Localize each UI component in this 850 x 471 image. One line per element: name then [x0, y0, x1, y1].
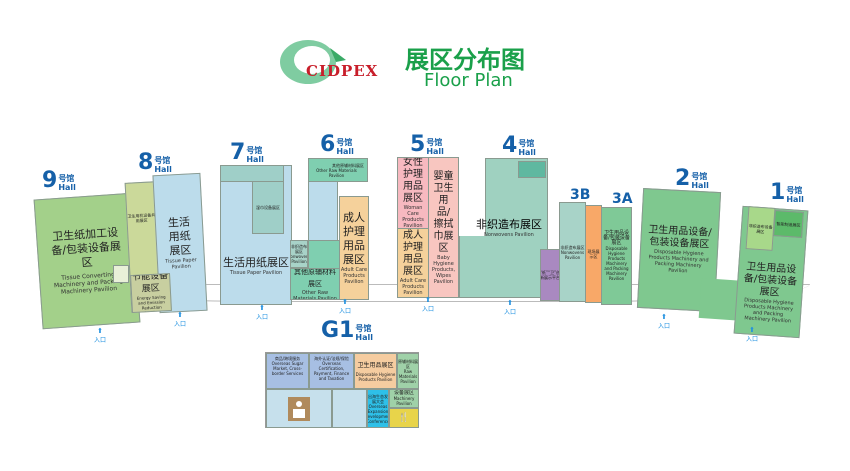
g1-raw-materials-zone[interactable]: 原辅材料展区 Raw Materials Pavilion: [397, 353, 419, 389]
logo-text: CIDPEX: [306, 62, 379, 80]
hall-2-label: 2 号馆 Hall: [675, 166, 709, 191]
arrow-up-icon: ⬆: [661, 313, 667, 321]
hall-7-top-strip: [220, 165, 284, 182]
hall-4-small-zone: [518, 161, 546, 178]
hall-8-label: 8 号馆 Hall: [138, 150, 172, 175]
hall-4-label-group: 非织造布展区 Nonwovens Pavilion: [470, 218, 548, 238]
entrance-marker: ⬆ 入口: [503, 299, 516, 317]
hall-6-teal-zone: [308, 240, 340, 269]
hall-5-baby-zone[interactable]: 婴童卫生用品/擦拭巾展区 Baby Hygiene Products, Wipes…: [428, 157, 459, 298]
hall-3a-label: 3A: [612, 191, 633, 207]
hall-3b-zone[interactable]: 非织造布展区 Nonwovens Pavilion: [559, 202, 586, 302]
hall-g1: 商品/跨境服务 Overseas Sugar Market, Cross-bord…: [265, 352, 419, 428]
hall-6-label: 6 号馆 Hall: [320, 132, 354, 157]
g1-stage-zone: [266, 389, 332, 428]
entrance-marker: ⬆ 入口: [745, 326, 758, 344]
hall-1-label: 1 号馆 Hall: [770, 180, 804, 205]
entrance-marker: ⬆ 入口: [657, 313, 670, 331]
dining-icon: 🍴: [398, 413, 410, 423]
page-title-en: Floor Plan: [424, 70, 513, 91]
g1-machinery-zone[interactable]: 设备展区 Machinery Pavilion: [389, 389, 419, 408]
entrance-marker: ⬆ 入口: [255, 304, 268, 322]
hall-4-zone-en: Nonwovens Pavilion: [484, 232, 534, 238]
hall-8-energy-zone[interactable]: 节能设备展区 Energy Saving and Emission Reduct…: [130, 272, 172, 314]
entrance-marker: ⬆ 入口: [93, 327, 106, 345]
hall-8-small-zone: [113, 265, 129, 283]
hall-6-raw-top-zone[interactable]: 其他原辅材料展区 Other Raw Materials Pavilion: [308, 158, 368, 182]
arrow-up-icon: ⬆: [425, 296, 431, 304]
hall-7-label: 7 号馆 Hall: [230, 140, 264, 165]
hall-6-blue-zone: [308, 181, 338, 241]
arrow-up-icon: ⬆: [177, 311, 183, 319]
hall-6-adult-care-zone[interactable]: 成人护理用品展区 Adult Care Products Pavilion: [339, 196, 369, 300]
hall-4-label: 4 号馆 Hall: [502, 133, 536, 158]
hall-1-smart-zone[interactable]: 智能制造展区: [773, 210, 804, 238]
hall-4-zone-cn: 非织造布展区: [476, 218, 542, 231]
entrance-marker: ⬆ 入口: [173, 311, 186, 329]
hall-g1-label: G1 号馆 Hall: [321, 318, 373, 343]
entrance-marker: ⬆ 入口: [338, 298, 351, 316]
arrow-up-icon: ⬆: [97, 327, 103, 335]
entrance-marker: ⬆ 入口: [421, 296, 434, 314]
innovation-platform-zone[interactable]: “纸”“卫”创新展示平台: [540, 249, 560, 301]
arrow-up-icon: ⬆: [507, 299, 513, 307]
hall-3a-zone[interactable]: 卫生用品设备/包装设备展区 Disposable Hygiene Products…: [601, 207, 632, 305]
arrow-up-icon: ⬆: [749, 326, 755, 334]
hall-5-woman-care-zone[interactable]: 女性护理用品展区 Woman Care Products Pavilion: [397, 157, 429, 229]
page-title-cn: 展区分布图: [405, 46, 525, 74]
hall-6-raw-bottom-zone[interactable]: 其他原辅材料展区 Other Raw Materials Pavilion: [290, 268, 340, 300]
g1-dining-zone: 🍴: [389, 408, 419, 428]
hall-9-label: 9 号馆 Hall: [42, 168, 76, 193]
logo-swirl-icon: [280, 40, 346, 84]
cidpex-logo: CIDPEX: [278, 38, 388, 86]
hall-3b-label: 3B: [570, 187, 591, 203]
hall-4-nonwovens-zone[interactable]: [459, 236, 548, 298]
hall-3-orange-zone[interactable]: 现场展示区: [585, 205, 602, 303]
g1-certification-zone[interactable]: 海外认证/法规/保险 Overseas Certification, Paymen…: [309, 353, 354, 389]
hall-5-label: 5 号馆 Hall: [410, 132, 444, 157]
arrow-up-icon: ⬆: [259, 304, 265, 312]
g1-hygiene-zone[interactable]: 卫生用品展区 Disposable Hygiene Products Pavili…: [354, 353, 397, 389]
g1-crossborder-zone[interactable]: 商品/跨境服务 Overseas Sugar Market, Cross-bord…: [266, 353, 309, 389]
hall-9-zone[interactable]: 卫生纸加工设备/包装设备展区 Tissue Converting Machine…: [33, 192, 141, 330]
podium-icon: [288, 396, 310, 421]
hall-7-wipes-zone[interactable]: 湿巾设备展区: [252, 181, 284, 234]
g1-blue-zone: [332, 389, 367, 428]
hall-5-adult-care-zone[interactable]: 成人护理用品展区 Adult Care Products Pavilion: [397, 228, 429, 298]
arrow-up-icon: ⬆: [342, 298, 348, 306]
hall-1-nonwovens-machinery-zone[interactable]: 非织造布设备展区: [745, 206, 776, 251]
